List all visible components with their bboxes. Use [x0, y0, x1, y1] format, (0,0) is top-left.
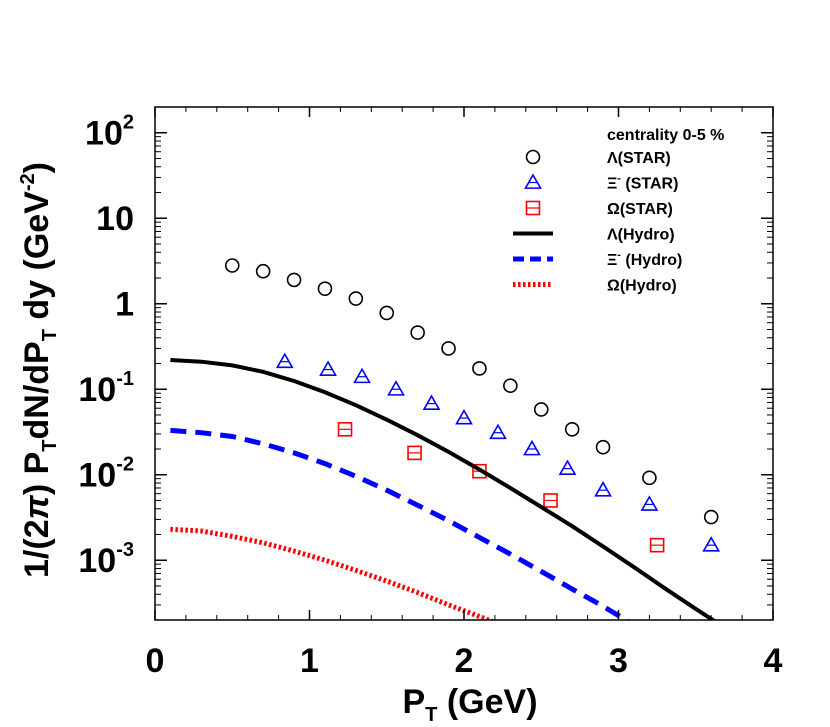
x-axis-title-main: P — [402, 683, 425, 721]
series-line-5 — [170, 526, 496, 620]
y-tick-label-1: 10-2 — [78, 454, 134, 495]
y-title-part2: ) P — [18, 452, 56, 495]
point-s1-3 — [387, 380, 405, 396]
series-line-3 — [170, 358, 717, 620]
y-tick-label-base: 10 — [78, 457, 116, 495]
y-title-part3: dN/dP — [18, 341, 56, 439]
y-tick-label-exp: -2 — [116, 454, 134, 476]
point-s0-6 — [410, 325, 425, 340]
plot-frame — [154, 106, 774, 621]
y-title-sup: -2 — [17, 173, 39, 191]
point-s1-11 — [702, 536, 721, 552]
y-tick-label-4: 10 — [96, 200, 134, 238]
legend: centrality 0-5 %Λ(STAR)Ξ- (STAR)Ω(STAR)Λ… — [513, 127, 724, 295]
x-axis-title: PT (GeV) — [402, 683, 537, 726]
point-s0-14 — [703, 509, 719, 525]
x-axis-title-unit: (GeV) — [437, 683, 537, 721]
y-tick-label-0: 10-3 — [78, 539, 134, 580]
y-tick-label-exp: 2 — [123, 112, 134, 134]
point-s0-10 — [533, 402, 549, 417]
legend-label-0: Λ(STAR) — [607, 150, 671, 167]
point-s0-13 — [642, 470, 657, 486]
point-s0-11 — [564, 421, 580, 437]
y-tick-label-5: 102 — [85, 112, 134, 153]
legend-label-main: Λ(Hydro) — [607, 227, 675, 244]
point-s1-6 — [489, 423, 507, 440]
point-s0-3 — [317, 281, 333, 296]
legend-label-rest: (STAR) — [621, 176, 678, 193]
point-s1-9 — [594, 481, 612, 497]
y-title-sub1: T — [39, 440, 61, 452]
legend-label-sup: - — [617, 249, 621, 261]
legend-label-2: Ω(STAR) — [607, 201, 673, 218]
point-s0-5 — [379, 305, 395, 321]
y-title-part4: dy (GeV — [18, 191, 56, 329]
y-tick-label-2: 10-1 — [78, 368, 134, 409]
x-tick-label-0: 0 — [146, 642, 165, 680]
y-tick-label-base: 10 — [85, 115, 123, 153]
y-title-part5: ) — [18, 162, 56, 173]
legend-label-main: Λ(STAR) — [607, 150, 671, 167]
point-s1-7 — [523, 439, 541, 456]
legend-label-sup: - — [617, 173, 621, 185]
y-title-part1: 1/(2 — [18, 519, 56, 578]
point-s1-10 — [640, 495, 659, 511]
legend-marker-1 — [524, 173, 542, 189]
point-s0-4 — [348, 291, 364, 306]
y-tick-label-base: 10 — [78, 542, 116, 580]
y-tick-label-base: 10 — [96, 200, 134, 238]
point-s0-0 — [224, 258, 240, 273]
plot-layer — [170, 258, 721, 620]
legend-label-main: Ξ — [607, 252, 617, 269]
series-line-4 — [170, 427, 631, 620]
point-s0-7 — [441, 341, 456, 356]
x-tick-label-1: 1 — [300, 642, 319, 680]
point-s1-5 — [455, 408, 473, 425]
legend-marker-0 — [525, 149, 541, 165]
point-s1-2 — [353, 367, 371, 384]
legend-label-main: Ω(STAR) — [607, 201, 673, 218]
point-s0-9 — [503, 378, 518, 393]
point-s1-0 — [275, 352, 294, 369]
x-tick-label-3: 3 — [609, 642, 628, 680]
y-axis-title: 1/(2π) PTdN/dPT dy (GeV-2) — [17, 162, 61, 578]
y-tick-label-base: 1 — [115, 286, 134, 324]
y-title-sub2: T — [39, 329, 61, 341]
x-tick-label-2: 2 — [455, 642, 474, 680]
legend-label-3: Λ(Hydro) — [607, 227, 675, 244]
y-tick-label-exp: -3 — [116, 539, 134, 561]
y-title-pi: π — [18, 494, 56, 519]
point-s0-12 — [595, 439, 611, 455]
legend-title: centrality 0-5 % — [607, 127, 724, 144]
legend-label-1: Ξ- (STAR) — [607, 173, 678, 193]
point-s1-1 — [319, 360, 337, 376]
point-s0-2 — [286, 272, 302, 288]
point-s1-4 — [422, 394, 441, 410]
legend-label-4: Ξ- (Hydro) — [607, 249, 682, 269]
y-tick-label-3: 1 — [115, 286, 134, 324]
point-s1-8 — [558, 459, 577, 476]
legend-label-rest: (Hydro) — [621, 252, 682, 269]
x-axis-title-sub: T — [425, 704, 437, 726]
legend-label-main: Ξ — [607, 176, 617, 193]
x-tick-label-4: 4 — [764, 642, 783, 680]
point-s0-8 — [472, 361, 487, 376]
point-s0-1 — [255, 263, 271, 279]
legend-label-main: Ω(Hydro) — [607, 278, 677, 295]
legend-label-5: Ω(Hydro) — [607, 278, 677, 295]
y-tick-label-base: 10 — [78, 371, 116, 409]
y-tick-label-exp: -1 — [116, 368, 134, 390]
